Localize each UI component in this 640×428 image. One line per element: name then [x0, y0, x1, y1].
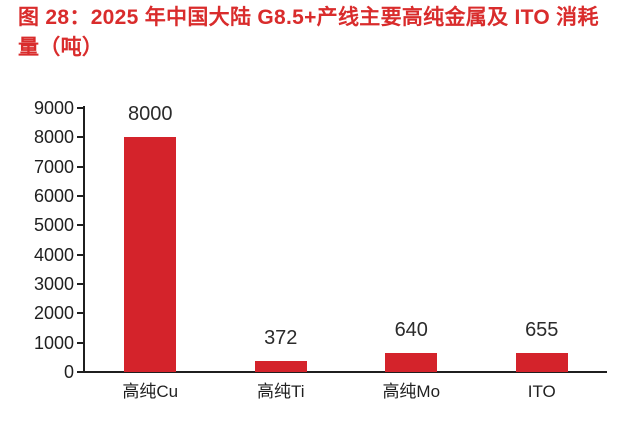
y-axis-tick-mark — [77, 195, 85, 197]
figure-title-line1: 图 28：2025 年中国大陆 G8.5+产线主要高纯金属及 ITO 消耗 — [18, 6, 599, 29]
bar-value-label: 655 — [525, 319, 559, 341]
bar-value-label: 8000 — [128, 103, 173, 125]
figure-title-line2: 量（吨） — [18, 36, 104, 59]
bar-value-label: 640 — [394, 319, 428, 341]
y-axis-tick-mark — [77, 136, 85, 139]
y-axis-tick-label: 4000 — [33, 244, 74, 265]
y-axis-tick-label: 9000 — [33, 98, 74, 118]
y-axis-tick-mark — [77, 165, 85, 168]
y-axis-tick-mark — [77, 253, 85, 256]
x-axis-category-label: 高纯Ti — [256, 382, 305, 401]
x-axis-line — [83, 371, 607, 373]
bar-value-label: 372 — [264, 327, 298, 349]
y-axis-tick-label: 8000 — [33, 127, 74, 148]
y-axis-tick-label: 6000 — [33, 186, 74, 206]
y-axis-tick-label: 3000 — [33, 274, 74, 294]
bar — [254, 361, 307, 372]
x-axis-category-label: ITO — [527, 382, 556, 401]
y-axis-tick-mark — [77, 107, 85, 109]
bar — [385, 353, 438, 372]
y-axis-tick-label: 0 — [63, 362, 74, 382]
y-axis-line — [83, 106, 85, 373]
figure-title: 图 28：2025 年中国大陆 G8.5+产线主要高纯金属及 ITO 消耗 量（… — [18, 3, 624, 63]
y-axis-tick-label: 1000 — [33, 332, 74, 353]
y-axis-tick-mark — [77, 283, 85, 285]
y-axis-tick-label: 7000 — [33, 156, 74, 177]
bar — [124, 137, 177, 372]
y-axis-tick-label: 5000 — [33, 215, 74, 236]
x-axis-category-label: 高纯Cu — [122, 382, 179, 401]
y-axis-tick-mark — [77, 371, 85, 373]
y-axis-tick-mark — [77, 312, 85, 315]
x-axis-category-label: 高纯Mo — [382, 382, 441, 401]
y-axis-tick-mark — [77, 224, 85, 227]
y-axis-tick-mark — [77, 341, 85, 344]
bar — [515, 353, 568, 372]
y-axis-tick-label: 2000 — [33, 303, 74, 324]
